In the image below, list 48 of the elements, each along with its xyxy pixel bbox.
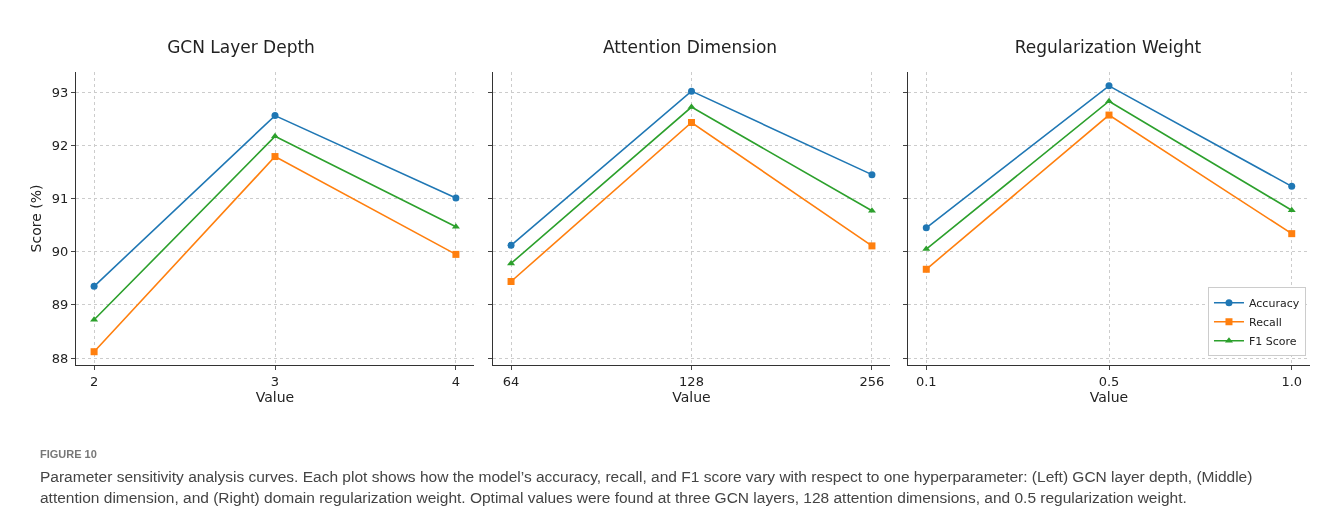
caption: FIGURE 10: [40, 448, 98, 460]
x-tick-label: 0.5: [1098, 373, 1120, 389]
x-tick-label: 0.1: [915, 373, 937, 389]
point: [452, 194, 460, 202]
point: [90, 348, 98, 356]
y-axis-title: Score (%): [28, 184, 45, 253]
legend-label: F1 Score: [1248, 335, 1297, 348]
point: [922, 265, 930, 273]
point: [1287, 206, 1296, 213]
text: Parameter sensitivity analysis curves. Each plot shows how the model’s accuracy, recall, and F1 score vary with respect to one hyperparameter: (Left) GCN layer depth, (Middle) attention dimension, and (Right) domain regularization weight. Optimal values were found at three GCN layers, 128 attention dimensions, and 0.5 regularization weight.: [40, 467, 1254, 508]
point: [1288, 182, 1296, 190]
x-tick-label: 2: [89, 373, 99, 389]
point: [1105, 82, 1113, 90]
point: [90, 282, 98, 290]
y-tick-label: 88: [51, 350, 69, 366]
x-tick-label: 1.0: [1281, 373, 1303, 389]
x-tick-label: 256: [859, 373, 885, 389]
y-tick-label: 93: [51, 84, 69, 100]
y-tick-label: 89: [51, 297, 69, 313]
point: [270, 132, 280, 139]
point: [271, 153, 279, 161]
x-axis-title: Value: [1089, 388, 1129, 405]
x-tick-label: 3: [270, 373, 280, 389]
chart-title: Regularization Weight: [1014, 37, 1202, 58]
point: [507, 259, 516, 266]
legend-label: Recall: [1248, 316, 1282, 329]
point: [688, 87, 695, 95]
legend-label: Accuracy: [1248, 297, 1300, 310]
chart-title: GCN Layer Depth: [167, 37, 315, 58]
point: [1288, 230, 1296, 238]
point: [868, 242, 876, 250]
y-tick-label: 91: [51, 191, 69, 207]
chart-title: Attention Dimension: [602, 37, 778, 58]
x-axis-title: Value: [255, 388, 295, 405]
point: [452, 250, 460, 258]
point: [1105, 111, 1113, 119]
point: [271, 112, 279, 120]
point: [868, 171, 876, 179]
y-tick-label: 92: [51, 137, 69, 153]
x-tick-label: 4: [451, 373, 461, 389]
y-tick-label: 90: [51, 244, 69, 260]
x-axis-title: Value: [672, 388, 711, 405]
point: [507, 241, 515, 249]
x-tick-label: 128: [679, 373, 704, 389]
point: [507, 278, 515, 286]
point: [688, 119, 695, 127]
point: [922, 224, 930, 232]
x-tick-label: 64: [502, 373, 520, 389]
